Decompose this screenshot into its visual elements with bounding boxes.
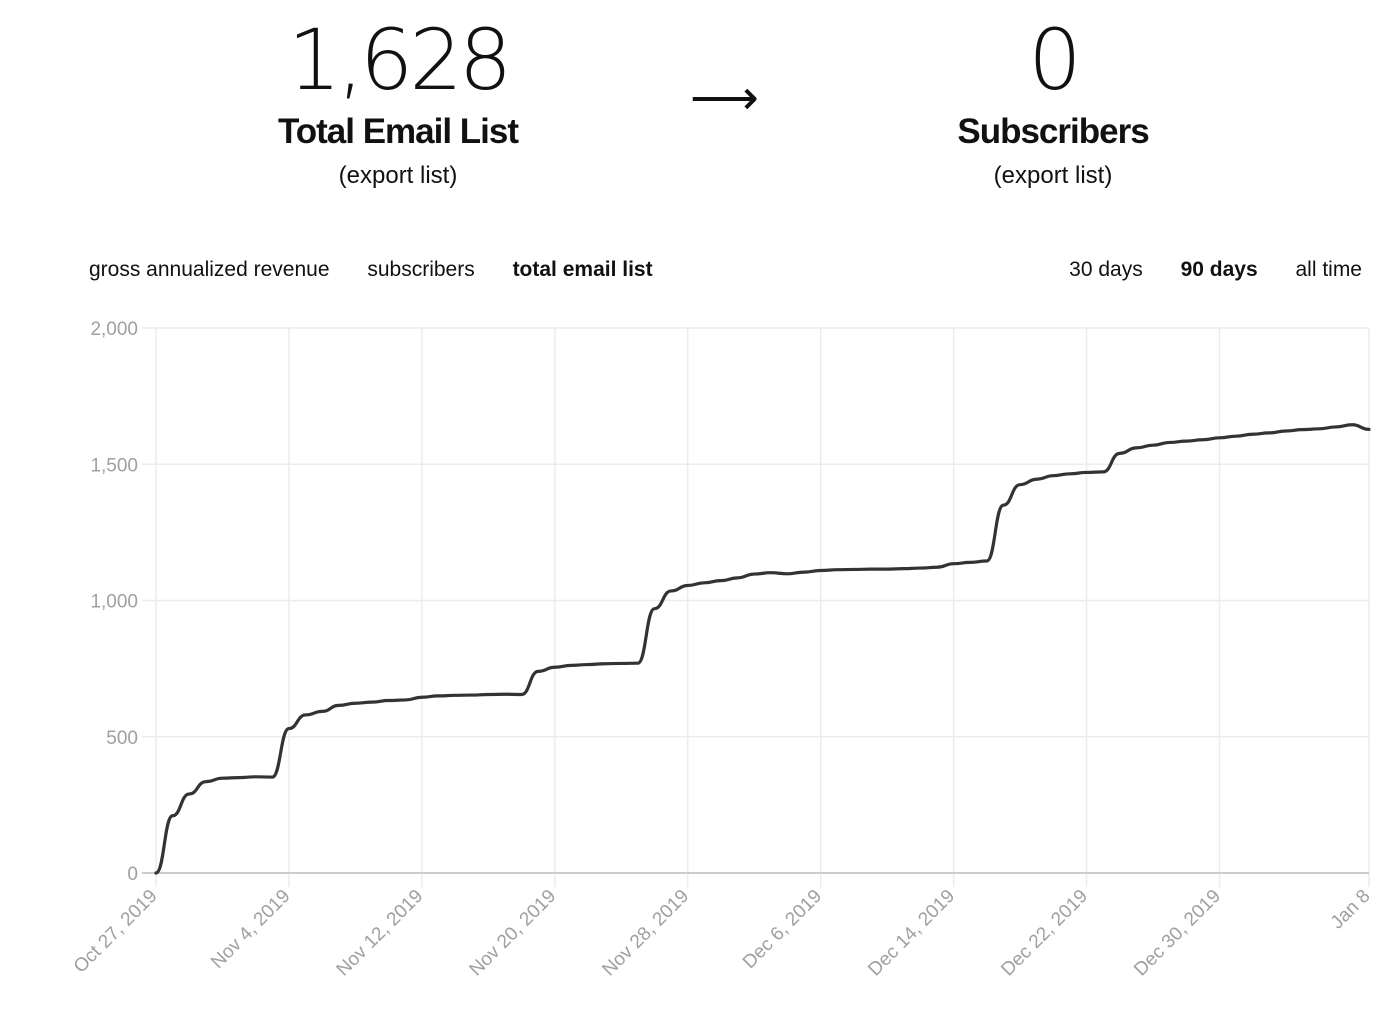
series-line — [154, 423, 1371, 875]
x-axis-ticks: Oct 27, 2019 Nov 4, 2019 Nov 12, 2019 Nov 2… — [70, 886, 1375, 981]
tab-gross-annualized-revenue[interactable]: gross annualized revenue — [89, 258, 330, 281]
total-email-list-stat: 1,628 Total Email List (export list) — [188, 0, 608, 190]
x-tick-label: Dec 14, 2019 — [864, 886, 959, 981]
x-tick-label: Jan 8 — [1327, 886, 1375, 934]
y-tick-label: 1,000 — [90, 592, 138, 613]
tab-all-time[interactable]: all time — [1295, 258, 1362, 281]
x-tick-label: Dec 22, 2019 — [997, 886, 1092, 981]
x-tick-label: Nov 4, 2019 — [207, 886, 294, 973]
metric-tabs: gross annualized revenue subscribers tot… — [89, 258, 685, 282]
export-email-list-link[interactable]: (export list) — [338, 162, 458, 189]
y-tick-label: 2,000 — [90, 319, 138, 340]
tab-subscribers[interactable]: subscribers — [367, 258, 475, 281]
export-subscribers-link[interactable]: (export list) — [993, 162, 1113, 189]
tab-90-days[interactable]: 90 days — [1180, 258, 1258, 281]
total-email-list-label: Total Email List — [277, 112, 519, 151]
subscribers-stat: 0 Subscribers (export list) — [843, 0, 1263, 190]
y-tick-label: 500 — [106, 728, 138, 749]
tab-30-days[interactable]: 30 days — [1069, 258, 1143, 281]
arrow-right-icon: ⟶ — [690, 70, 759, 126]
total-email-list-value: 1,628 — [287, 11, 512, 109]
x-tick-label: Nov 28, 2019 — [598, 886, 693, 981]
x-tick-label: Nov 12, 2019 — [333, 886, 428, 981]
chart-grid — [142, 327, 1370, 887]
chart-series — [154, 423, 1371, 875]
x-tick-label: Nov 20, 2019 — [466, 886, 561, 981]
subscribers-label: Subscribers — [957, 112, 1149, 151]
range-tabs: 30 days 90 days all time — [1037, 258, 1362, 282]
y-tick-label: 0 — [127, 864, 138, 885]
y-axis-ticks: 0 500 1,000 1,500 2,000 — [90, 319, 138, 885]
y-tick-label: 1,500 — [90, 455, 138, 476]
x-tick-label: Dec 6, 2019 — [739, 886, 826, 973]
x-tick-label: Oct 27, 2019 — [70, 886, 162, 978]
x-tick-label: Dec 30, 2019 — [1130, 886, 1225, 981]
tab-total-email-list[interactable]: total email list — [512, 258, 653, 281]
subscribers-value: 0 — [1028, 11, 1081, 109]
